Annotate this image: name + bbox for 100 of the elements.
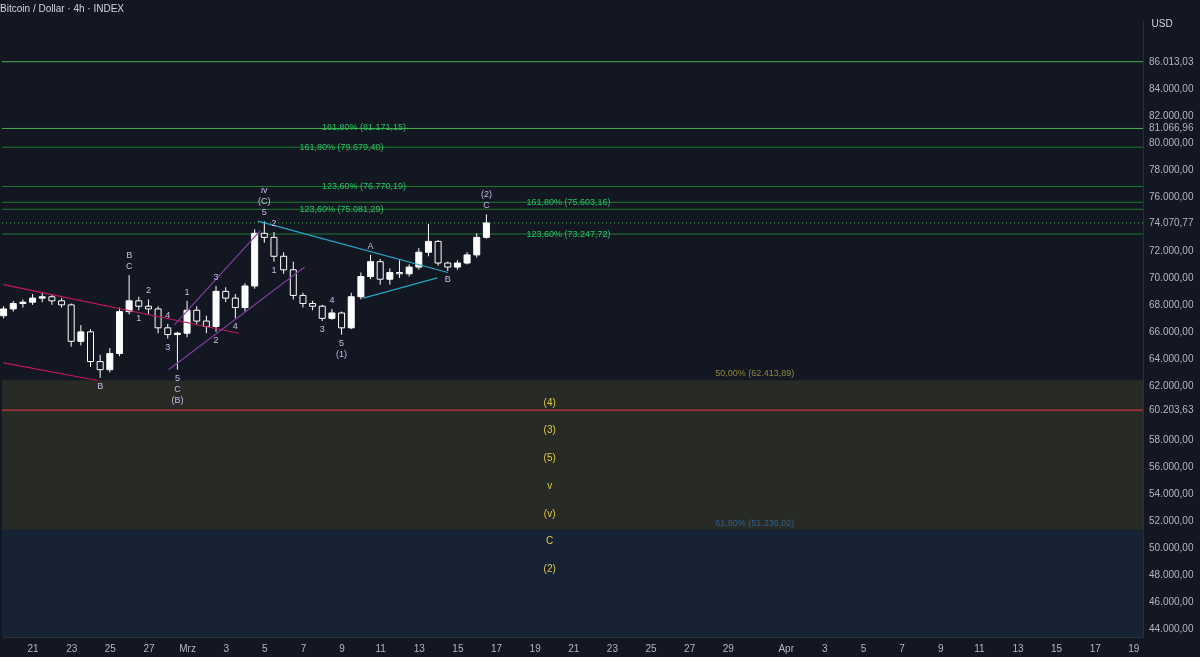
candlestick [280, 251, 288, 275]
y-tick-label: 86.013,03 [1149, 55, 1194, 67]
band-label: 50,00% (62.413,89) [715, 368, 795, 379]
x-tick-label: 13 [1012, 642, 1024, 654]
candlestick [434, 239, 442, 267]
y-tick-label: 74.070,77 [1149, 216, 1194, 228]
annotation: B [126, 250, 133, 261]
annotation: 3 [165, 341, 171, 352]
annotation: 2 [213, 334, 219, 345]
candlestick [473, 232, 481, 259]
x-tick-label: 9 [339, 642, 346, 654]
annotation: A [367, 240, 374, 251]
annotation: 123,60% (76.770,19) [322, 181, 407, 192]
y-tick-label: 58.000,00 [1149, 433, 1194, 445]
y-tick-label: 54.000,00 [1149, 487, 1194, 499]
y-tick-label: 78.000,00 [1149, 163, 1194, 175]
annotation: 3 [213, 271, 219, 282]
annotation: B [97, 380, 104, 391]
annotation: (v) [543, 507, 556, 519]
candlestick [260, 220, 268, 244]
y-tick-label: 46.000,00 [1149, 595, 1194, 607]
y-tick-label: 64.000,00 [1149, 352, 1194, 364]
annotation: 4 [232, 321, 238, 332]
candlestick [357, 271, 365, 300]
annotation: C [546, 535, 554, 547]
annotation: (4) [543, 396, 556, 408]
annotation: (C) [258, 196, 271, 207]
annotation: C [125, 261, 133, 272]
y-tick-label: 72.000,00 [1149, 244, 1194, 256]
annotation: 4 [165, 309, 171, 320]
candlestick [183, 300, 191, 338]
annotation: iv [261, 185, 269, 196]
x-tick-label: Apr [778, 642, 795, 654]
candlestick [154, 305, 162, 334]
band-label: 61,80% (51.336,02) [715, 517, 795, 528]
x-tick-label: 5 [262, 642, 269, 654]
y-tick-label: 56.000,00 [1149, 460, 1194, 472]
candlestick [48, 293, 56, 306]
x-tick-label: 19 [529, 642, 542, 654]
x-tick-label: 13 [413, 642, 426, 654]
x-tick-label: 17 [491, 642, 503, 654]
annotation: C [174, 383, 182, 394]
y-tick-label: 50.000,00 [1149, 541, 1194, 553]
y-tick-label: 82.000,00 [1149, 109, 1194, 121]
annotation: 161,80% (75.603,16) [526, 197, 611, 208]
x-tick-label: 15 [1051, 642, 1063, 654]
x-tick-label: 21 [568, 642, 580, 654]
x-tick-label: 25 [645, 642, 658, 654]
candlestick [376, 258, 384, 286]
candlestick [231, 293, 239, 319]
annotation: 4 [329, 294, 335, 305]
candlestick [193, 305, 201, 326]
candlestick [19, 298, 27, 309]
x-tick-label: 19 [1128, 642, 1140, 654]
x-tick-label: Mrz [179, 642, 196, 654]
x-tick-label: 23 [66, 642, 78, 654]
annotation: (2) [543, 563, 556, 575]
annotation: 161,80% (79.679,40) [299, 142, 384, 153]
annotation: B [444, 274, 451, 285]
x-tick-label: 21 [27, 642, 40, 654]
annotation: 2 [145, 285, 151, 296]
annotation: 123,60% (73.247,72) [526, 229, 611, 240]
candlestick [424, 223, 432, 257]
annotation: 5 [339, 337, 345, 348]
annotation: (3) [543, 424, 556, 436]
x-tick-label: 3 [223, 642, 230, 654]
candlestick [77, 324, 85, 346]
y-tick-label: 80.000,00 [1149, 136, 1194, 148]
x-tick-label: 29 [722, 642, 735, 654]
candlestick [125, 274, 133, 315]
annotation: (2) [480, 189, 492, 200]
x-tick-label: 15 [452, 642, 464, 654]
candlestick [367, 254, 375, 280]
y-tick-label: 81.066,96 [1149, 122, 1194, 134]
annotation: 1 [271, 264, 277, 275]
candlestick [173, 331, 181, 371]
y-tick-label: 60.203,63 [1149, 404, 1194, 416]
y-tick-label: 44.000,00 [1149, 622, 1194, 634]
candlestick [96, 354, 104, 379]
annotation: 2 [271, 217, 277, 228]
annotation: 1 [136, 313, 142, 324]
candlestick [241, 282, 249, 313]
annotation: 5 [261, 207, 267, 218]
chart-title: Bitcoin / Dollar · 4h · INDEX [0, 3, 125, 14]
annotation: 123,60% (75.081,29) [299, 204, 384, 215]
candlestick [270, 231, 278, 263]
annotation: 3 [319, 324, 325, 335]
x-tick-label: 25 [104, 642, 117, 654]
y-tick-label: 70.000,00 [1149, 271, 1194, 283]
annotation: (B) [171, 394, 184, 405]
x-tick-label: 27 [684, 642, 696, 654]
y-tick-label: 84.000,00 [1149, 82, 1194, 94]
y-tick-label: 76.000,00 [1149, 190, 1194, 202]
annotation: 5 [174, 372, 180, 383]
x-tick-label: 27 [143, 642, 155, 654]
annotation: C [483, 200, 491, 211]
x-tick-label: 17 [1089, 642, 1102, 654]
x-tick-label: 5 [860, 642, 867, 654]
x-tick-label: 11 [974, 642, 985, 654]
y-tick-label: 66.000,00 [1149, 325, 1194, 337]
